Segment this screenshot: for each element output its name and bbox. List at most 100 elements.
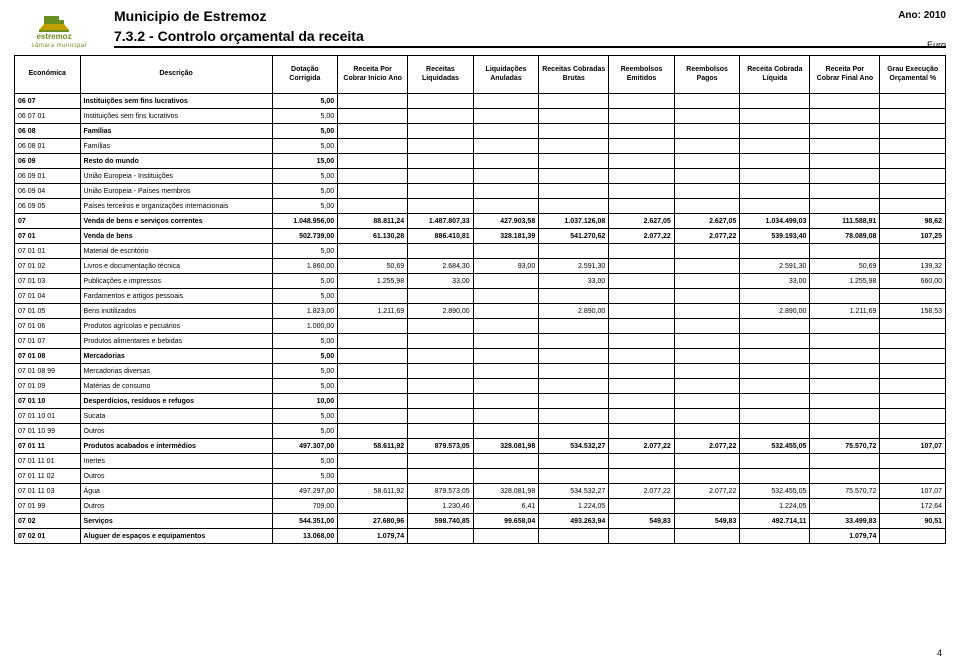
- value-cell: 2.077,22: [674, 439, 740, 454]
- value-cell: [539, 394, 609, 409]
- value-cell: [473, 124, 539, 139]
- value-cell: 58.611,92: [338, 484, 408, 499]
- value-cell: 158,53: [880, 304, 946, 319]
- value-cell: 107,07: [880, 484, 946, 499]
- value-cell: [810, 454, 880, 469]
- description-cell: Publicações e impressos: [80, 274, 272, 289]
- description-cell: Resto do mundo: [80, 154, 272, 169]
- value-cell: 27.680,96: [338, 514, 408, 529]
- value-cell: 98,62: [880, 214, 946, 229]
- column-header: Receita Por Cobrar Inicio Ano: [338, 56, 408, 94]
- table-row: 07Venda de bens e serviços correntes1.04…: [15, 214, 946, 229]
- value-cell: [740, 289, 810, 304]
- value-cell: [338, 364, 408, 379]
- value-cell: 541.270,62: [539, 229, 609, 244]
- value-cell: [338, 289, 408, 304]
- value-cell: [539, 379, 609, 394]
- economic-code: 07 01 09: [15, 379, 81, 394]
- value-cell: [674, 394, 740, 409]
- value-cell: [539, 184, 609, 199]
- economic-code: 07 01 08 99: [15, 364, 81, 379]
- table-row: 07 01 11 02Outros5,00: [15, 469, 946, 484]
- value-cell: 5,00: [272, 454, 338, 469]
- value-cell: [609, 409, 675, 424]
- value-cell: [810, 94, 880, 109]
- value-cell: [674, 154, 740, 169]
- table-row: 07 02Serviços544.351,0027.680,96598.740,…: [15, 514, 946, 529]
- logo-subtitle: câmara municipal: [14, 43, 104, 49]
- economic-code: 06 08: [15, 124, 81, 139]
- value-cell: 172,64: [880, 499, 946, 514]
- value-cell: [674, 529, 740, 544]
- value-cell: 1.860,00: [272, 259, 338, 274]
- value-cell: [810, 124, 880, 139]
- value-cell: [338, 109, 408, 124]
- value-cell: 427.903,58: [473, 214, 539, 229]
- value-cell: [740, 394, 810, 409]
- value-cell: [408, 349, 474, 364]
- table-row: 06 09Resto do mundo15,00: [15, 154, 946, 169]
- value-cell: [609, 364, 675, 379]
- value-cell: [810, 289, 880, 304]
- value-cell: 5,00: [272, 244, 338, 259]
- value-cell: [338, 454, 408, 469]
- economic-code: 07 01 10 99: [15, 424, 81, 439]
- economic-code: 07 01: [15, 229, 81, 244]
- description-cell: Inertes: [80, 454, 272, 469]
- value-cell: [539, 109, 609, 124]
- value-cell: [740, 424, 810, 439]
- table-row: 07 01 08 99Mercadorias diversas5,00: [15, 364, 946, 379]
- value-cell: 58.611,92: [338, 439, 408, 454]
- economic-code: 07 01 11 01: [15, 454, 81, 469]
- value-cell: 75.570,72: [810, 484, 880, 499]
- description-cell: Países terceiros e organizações internac…: [80, 199, 272, 214]
- value-cell: 1.823,00: [272, 304, 338, 319]
- value-cell: [408, 469, 474, 484]
- value-cell: [880, 334, 946, 349]
- value-cell: [338, 154, 408, 169]
- value-cell: [674, 424, 740, 439]
- column-header: Económica: [15, 56, 81, 94]
- value-cell: 1.255,98: [338, 274, 408, 289]
- value-cell: 492.714,11: [740, 514, 810, 529]
- value-cell: 2.077,22: [609, 484, 675, 499]
- column-header: Receita Cobrada Líquida: [740, 56, 810, 94]
- value-cell: [674, 184, 740, 199]
- description-cell: Aluguer de espaços e equipamentos: [80, 529, 272, 544]
- description-cell: União Europeia - Instituições: [80, 169, 272, 184]
- value-cell: 50,69: [810, 259, 880, 274]
- value-cell: [674, 469, 740, 484]
- value-cell: [473, 454, 539, 469]
- value-cell: 5,00: [272, 184, 338, 199]
- value-cell: [609, 334, 675, 349]
- value-cell: 61.130,28: [338, 229, 408, 244]
- value-cell: [880, 244, 946, 259]
- value-cell: [473, 139, 539, 154]
- column-header: Liquidações Anuladas: [473, 56, 539, 94]
- description-cell: Produtos acabados e intermédios: [80, 439, 272, 454]
- value-cell: 107,25: [880, 229, 946, 244]
- value-cell: [539, 154, 609, 169]
- value-cell: [740, 199, 810, 214]
- value-cell: 99.658,04: [473, 514, 539, 529]
- value-cell: [880, 154, 946, 169]
- value-cell: [810, 379, 880, 394]
- value-cell: [880, 364, 946, 379]
- column-header: Reembolsos Emitidos: [609, 56, 675, 94]
- economic-code: 07 01 04: [15, 289, 81, 304]
- value-cell: [473, 364, 539, 379]
- value-cell: [674, 499, 740, 514]
- value-cell: [408, 379, 474, 394]
- table-row: 07 01 06Produtos agrícolas e pecuários1.…: [15, 319, 946, 334]
- value-cell: [674, 379, 740, 394]
- value-cell: [609, 259, 675, 274]
- value-cell: 1.034.499,03: [740, 214, 810, 229]
- value-cell: [810, 244, 880, 259]
- economic-code: 07 01 11 02: [15, 469, 81, 484]
- value-cell: [880, 319, 946, 334]
- value-cell: [674, 454, 740, 469]
- value-cell: [880, 94, 946, 109]
- value-cell: [609, 274, 675, 289]
- value-cell: 328.181,39: [473, 229, 539, 244]
- value-cell: [740, 319, 810, 334]
